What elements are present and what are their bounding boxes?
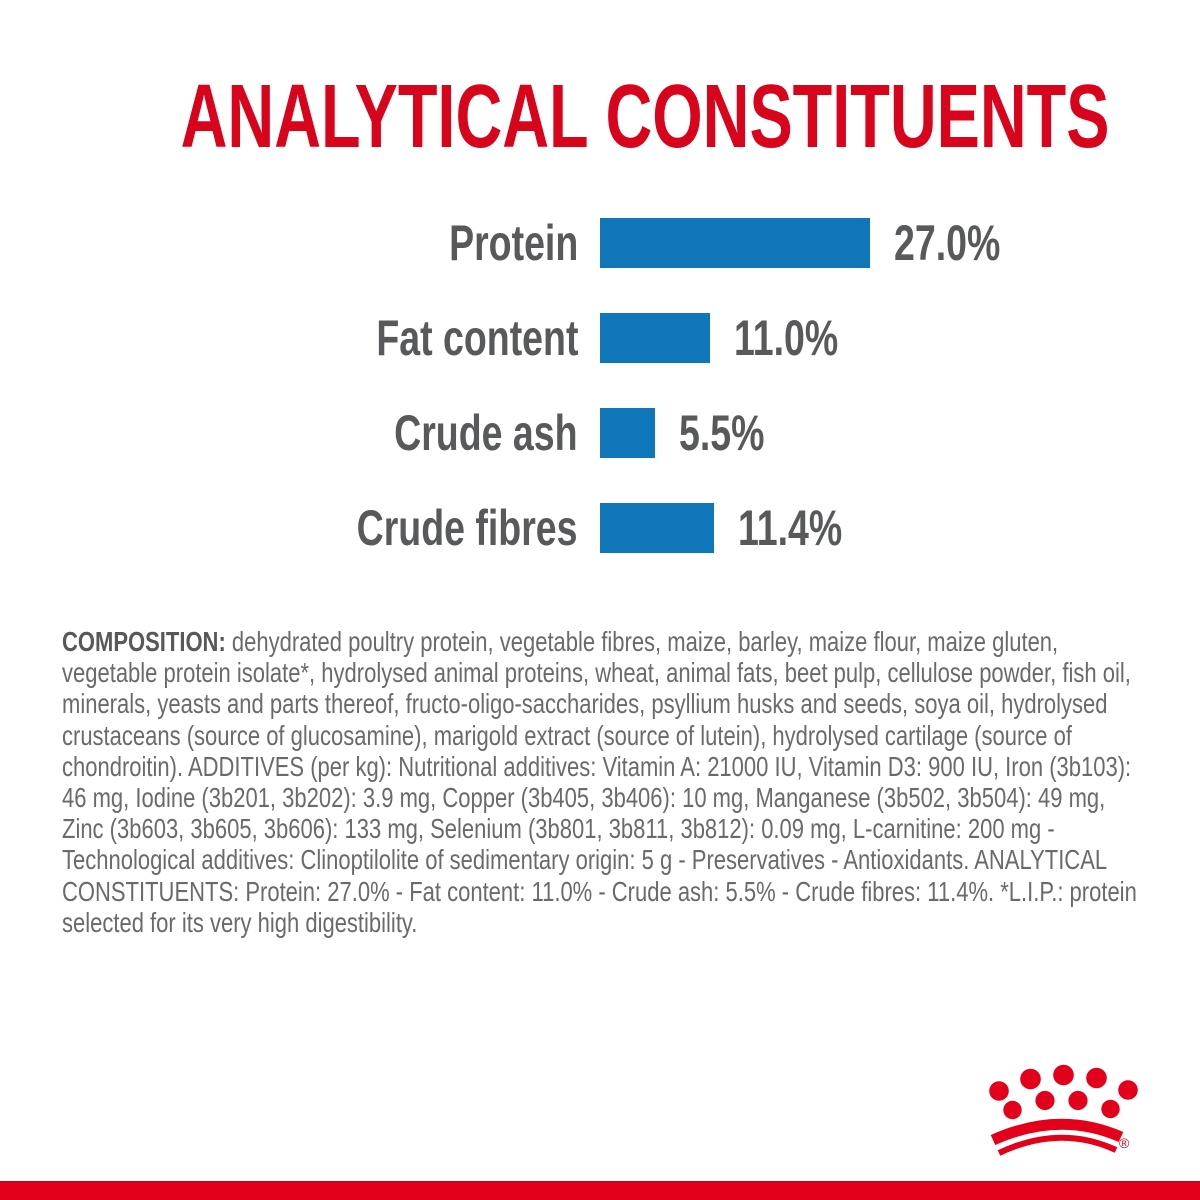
category-label-crude-fibres: Crude fibres xyxy=(357,500,578,556)
chart-row-fat-content: Fat content 11.0% xyxy=(0,313,1200,363)
composition-paragraph: COMPOSITION: dehydrated poultry protein,… xyxy=(62,626,1140,938)
registered-trademark-icon: ® xyxy=(1119,1135,1130,1151)
bar-fat-content xyxy=(600,313,710,363)
crown-dots xyxy=(989,1064,1138,1120)
royal-canin-crown-icon: ® xyxy=(989,1064,1138,1156)
crown-arcs xyxy=(990,1118,1124,1156)
chart-row-protein: Protein 27.0% xyxy=(0,218,1200,268)
chart-row-crude-ash: Crude ash 5.5% xyxy=(0,408,1200,458)
value-label-protein: 27.0% xyxy=(894,215,1001,271)
composition-body: dehydrated poultry protein, vegetable fi… xyxy=(62,626,1137,938)
bar-crude-fibres xyxy=(600,503,714,553)
bar-protein xyxy=(600,218,870,268)
value-label-crude-fibres: 11.4% xyxy=(738,500,843,556)
page-title-text: ANALYTICAL CONSTITUENTS xyxy=(180,67,1110,167)
category-label-protein: Protein xyxy=(448,215,578,271)
value-label-fat-content: 11.0% xyxy=(734,310,839,366)
page-title: ANALYTICAL CONSTITUENTS xyxy=(0,70,1200,164)
analytical-constituents-chart: Protein 27.0% Fat content 11.0% Crude as… xyxy=(0,218,1200,553)
bar-crude-ash xyxy=(600,408,655,458)
value-label-crude-ash: 5.5% xyxy=(679,405,765,461)
chart-row-crude-fibres: Crude fibres 11.4% xyxy=(0,503,1200,553)
category-label-fat-content: Fat content xyxy=(375,310,578,366)
composition-label: COMPOSITION: xyxy=(62,626,226,657)
category-label-crude-ash: Crude ash xyxy=(394,405,578,461)
brand-red-strip xyxy=(0,1181,1200,1200)
